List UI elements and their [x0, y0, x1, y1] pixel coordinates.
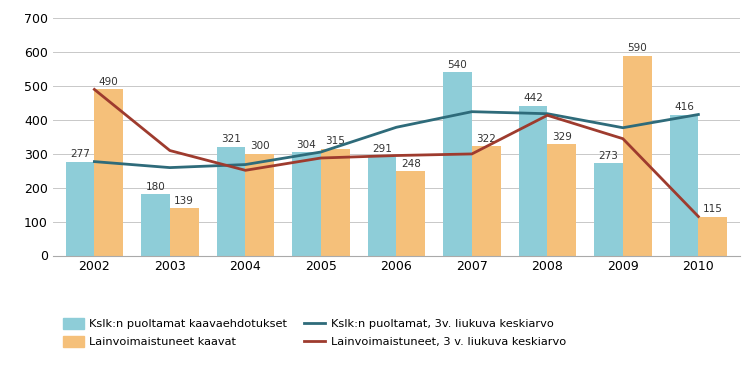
Bar: [670, 115, 698, 256]
Text: 248: 248: [401, 159, 421, 169]
Text: 115: 115: [703, 204, 723, 214]
Bar: [443, 73, 472, 255]
Text: 304: 304: [297, 140, 316, 150]
Text: 442: 442: [523, 93, 543, 103]
Text: 590: 590: [627, 43, 647, 53]
Text: 273: 273: [599, 151, 618, 161]
Bar: [292, 153, 321, 256]
Bar: [594, 163, 623, 256]
Bar: [245, 154, 274, 256]
Text: 321: 321: [221, 134, 241, 144]
Bar: [519, 106, 547, 255]
Text: 329: 329: [552, 132, 572, 142]
Text: 139: 139: [174, 196, 194, 206]
Text: 416: 416: [674, 102, 694, 112]
Bar: [217, 147, 245, 256]
Text: 315: 315: [325, 137, 345, 146]
Bar: [141, 195, 170, 256]
Text: 277: 277: [70, 149, 90, 159]
Text: 300: 300: [250, 142, 270, 151]
Bar: [170, 208, 199, 256]
Text: 291: 291: [372, 145, 392, 154]
Bar: [623, 55, 652, 255]
Bar: [396, 172, 425, 255]
Bar: [94, 89, 123, 256]
Text: 180: 180: [146, 182, 165, 192]
Legend: Kslk:n puoltamat kaavaehdotukset, Lainvoimaistuneet kaavat, Kslk:n puoltamat, 3v: Kslk:n puoltamat kaavaehdotukset, Lainvo…: [59, 314, 570, 352]
Bar: [321, 149, 350, 256]
Bar: [547, 144, 576, 256]
Text: 322: 322: [476, 134, 496, 144]
Text: 540: 540: [448, 60, 467, 70]
Bar: [698, 216, 727, 256]
Bar: [472, 146, 501, 256]
Text: 490: 490: [99, 77, 119, 87]
Bar: [368, 157, 396, 255]
Bar: [66, 162, 94, 255]
